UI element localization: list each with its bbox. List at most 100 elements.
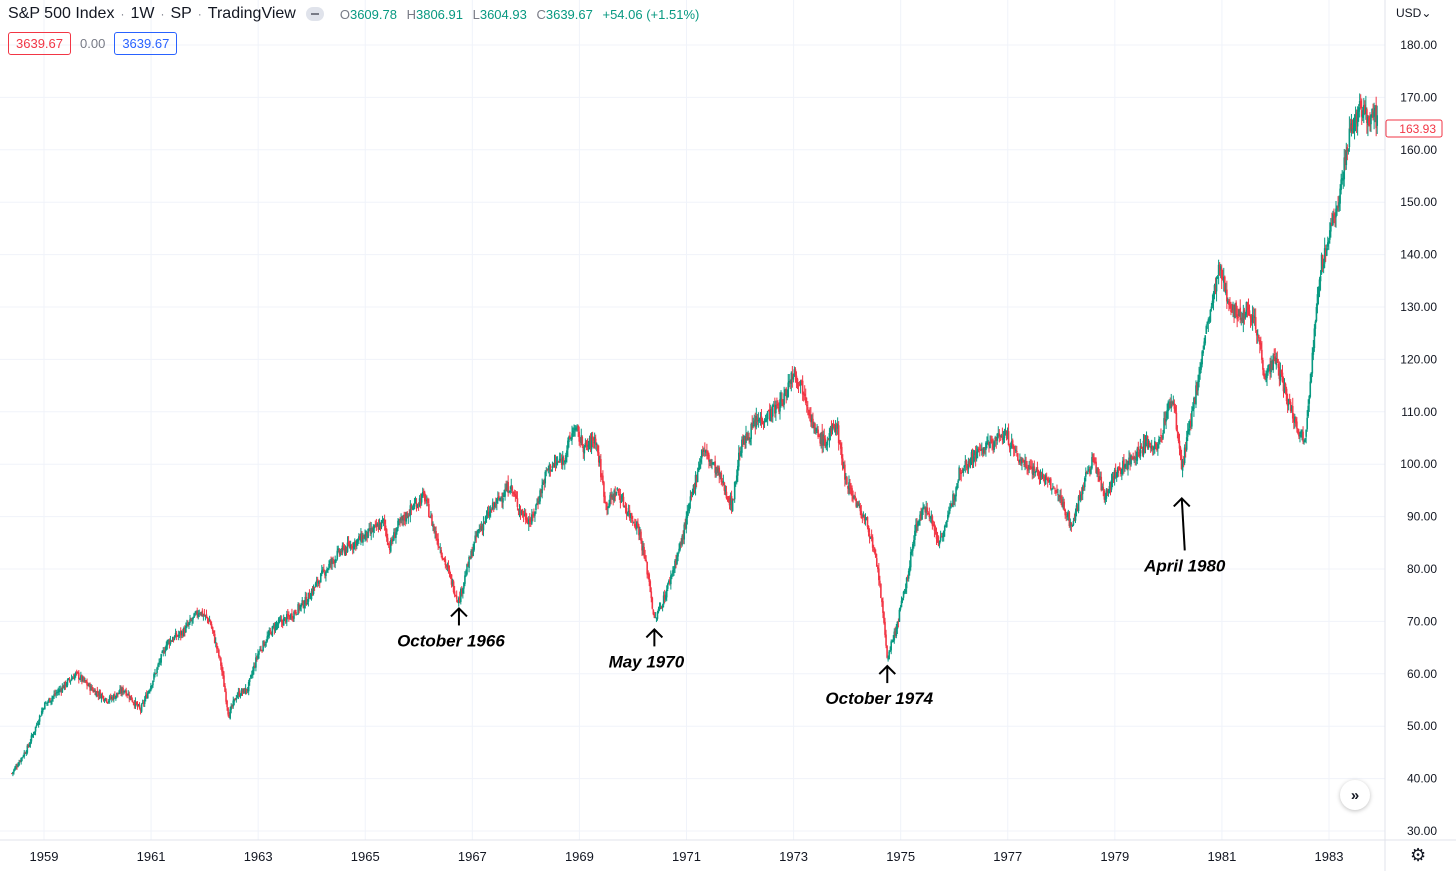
candle-body: [309, 598, 312, 600]
exchange-label: SP: [170, 5, 192, 22]
x-tick-label: 1969: [565, 849, 594, 864]
candle-body: [664, 596, 667, 600]
candle-body: [478, 529, 481, 532]
candle-body: [380, 520, 383, 528]
candle-body: [329, 561, 331, 566]
candle-body: [676, 556, 678, 564]
bid-value[interactable]: 3639.67: [8, 32, 71, 55]
candle-body: [491, 502, 494, 510]
candle-body: [502, 498, 504, 503]
candle-body: [914, 530, 916, 540]
candle-body: [118, 693, 120, 695]
candle-body: [533, 513, 535, 516]
candle-body: [240, 689, 243, 696]
candle-body: [49, 698, 51, 703]
candle-body: [1292, 416, 1295, 422]
candle-body: [1065, 514, 1068, 516]
candle-body: [1033, 466, 1036, 472]
candle-body: [1048, 480, 1051, 482]
candle-body: [230, 706, 232, 710]
candle-body: [386, 537, 389, 545]
interval-label[interactable]: 1W: [130, 5, 155, 22]
candle-body: [196, 610, 199, 616]
candle-body: [1182, 461, 1185, 464]
candle-body: [88, 683, 90, 687]
candle-body: [679, 542, 681, 550]
candle-body: [356, 540, 358, 546]
candle-body: [1322, 264, 1325, 269]
candle-body: [1036, 466, 1039, 472]
candle-body: [1053, 487, 1055, 489]
ask-value[interactable]: 3639.67: [114, 32, 178, 55]
candle-body: [1017, 453, 1019, 461]
candle-body: [1100, 476, 1103, 491]
candle-body: [305, 596, 308, 605]
candle-body: [444, 559, 447, 565]
candle-body: [1348, 128, 1351, 148]
hide-indicator-icon[interactable]: [305, 7, 324, 21]
symbol-name[interactable]: S&P 500 Index: [8, 5, 115, 22]
candle-body: [338, 549, 341, 554]
candle-body: [199, 613, 202, 615]
candle-body: [574, 428, 576, 431]
candle-body: [844, 464, 846, 480]
candle-body: [509, 490, 512, 492]
candle-body: [41, 708, 44, 712]
candle-body: [531, 514, 533, 524]
candle-body: [750, 424, 752, 439]
candle-body: [1209, 309, 1212, 322]
candle-body: [89, 684, 91, 691]
candle-body: [61, 686, 64, 693]
arrow-head: [878, 664, 896, 675]
candle-body: [857, 502, 860, 505]
candle-body: [623, 506, 626, 508]
candle-body: [374, 524, 377, 525]
candle-body: [257, 653, 259, 659]
candle-body: [600, 459, 602, 478]
candle-body: [954, 494, 956, 500]
candle-body: [406, 512, 409, 518]
candle-body: [593, 436, 596, 444]
candle-body: [554, 461, 557, 464]
candle-body: [1047, 479, 1050, 483]
candle-body: [939, 536, 942, 541]
candle-body: [16, 766, 18, 768]
candle-body: [994, 437, 996, 440]
candle-body: [1098, 475, 1100, 482]
candle-body: [627, 510, 630, 513]
candle-body: [165, 644, 168, 651]
candle-body: [579, 440, 582, 442]
candle-body: [1365, 107, 1367, 115]
candle-body: [284, 617, 287, 623]
currency-selector[interactable]: USD⌄: [1396, 6, 1431, 20]
candle-body: [1141, 450, 1144, 454]
candle-body: [65, 684, 68, 686]
candle-body: [300, 603, 303, 607]
candle-body: [1029, 465, 1031, 469]
candle-body: [1007, 431, 1010, 446]
candle-body: [492, 502, 495, 507]
low-label: L: [472, 6, 480, 22]
candle-body: [794, 369, 797, 376]
scroll-to-realtime-button[interactable]: »: [1340, 780, 1370, 810]
candle-body: [1042, 476, 1045, 478]
candle-body: [1175, 412, 1178, 430]
candle-body: [1204, 335, 1207, 344]
candle-body: [971, 453, 974, 463]
candle-body: [808, 410, 810, 416]
candle-body: [1174, 406, 1177, 412]
candle-body: [247, 681, 250, 692]
candle-body: [761, 419, 764, 424]
symbol-legend[interactable]: S&P 500 Index · 1W · SP · TradingView O3…: [8, 5, 699, 23]
candle-body: [874, 553, 877, 558]
candle-body: [810, 415, 812, 423]
candle-body: [164, 650, 167, 653]
gear-icon[interactable]: ⚙: [1410, 845, 1427, 865]
time-axis[interactable]: 1959 1961 1963 1965 1967 1969 1971 1973 1975 1977…: [30, 849, 1344, 864]
candle-body: [197, 614, 200, 617]
price-axis[interactable]: 180.00 170.00 160.00 150.00 140.00 130.00 120.…: [1400, 38, 1437, 838]
candle-body: [354, 541, 357, 547]
candle-body: [1219, 266, 1222, 270]
candle-body: [567, 440, 569, 450]
